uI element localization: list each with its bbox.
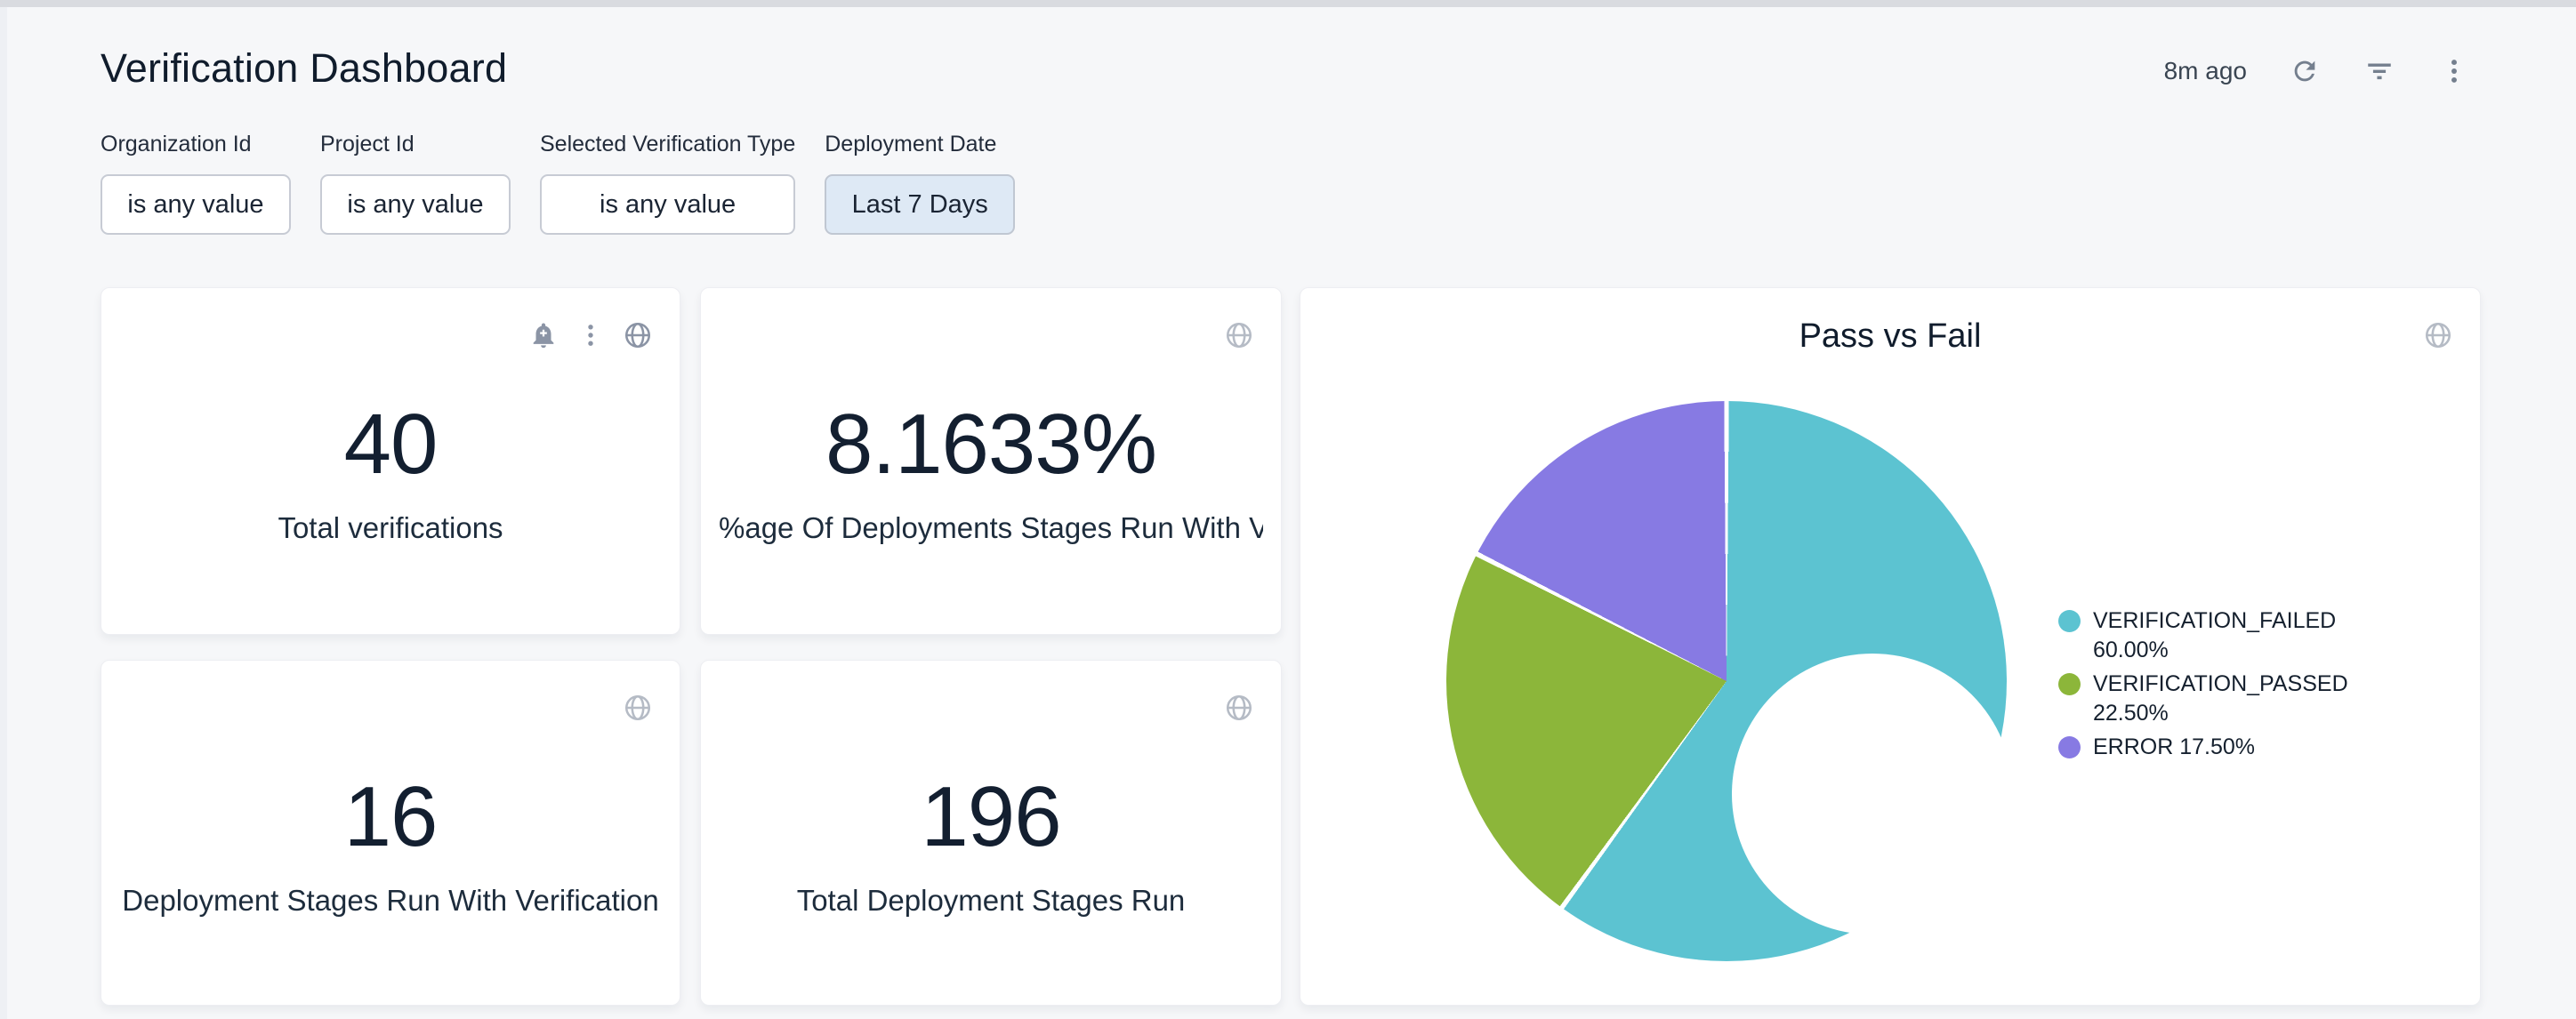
left-edge-strip bbox=[0, 7, 7, 1019]
filter-label: Selected Verification Type bbox=[540, 132, 796, 156]
donut-hole bbox=[1732, 654, 2013, 935]
filter-label: Project Id bbox=[320, 132, 415, 156]
legend-series-value: 22.50% bbox=[2093, 701, 2169, 726]
filter-deployment-date: Deployment Date Last 7 Days bbox=[825, 132, 1016, 235]
filter-value-button[interactable]: is any value bbox=[540, 174, 796, 235]
legend-series-value: 60.00% bbox=[2093, 638, 2169, 662]
filter-project-id: Project Id is any value bbox=[320, 132, 511, 235]
globe-icon[interactable] bbox=[621, 691, 655, 725]
dashboard-actions: 8m ago bbox=[2164, 48, 2471, 94]
filter-value-button[interactable]: Last 7 Days bbox=[825, 174, 1016, 235]
tile-value: 8.1633% bbox=[825, 397, 1157, 492]
globe-icon[interactable] bbox=[1222, 691, 1256, 725]
last-refresh-timestamp: 8m ago bbox=[2163, 57, 2247, 84]
filter-verification-type: Selected Verification Type is any value bbox=[540, 132, 796, 235]
top-edge-strip bbox=[0, 0, 2576, 7]
legend-series-value: 17.50% bbox=[2179, 734, 2256, 759]
legend-series-name: VERIFICATION_FAILED bbox=[2093, 608, 2337, 633]
tile-kebab-menu-icon[interactable] bbox=[574, 318, 608, 352]
tile-percent-stages-with-verification: 8.1633% %age Of Deployments Stages Run W… bbox=[700, 287, 1282, 635]
tile-label: Deployment Stages Run With Verification bbox=[122, 884, 659, 917]
tile-total-stages-run: 196 Total Deployment Stages Run bbox=[700, 660, 1282, 1006]
legend-series-name: VERIFICATION_PASSED bbox=[2093, 671, 2348, 696]
tile-stages-run-with-verification: 16 Deployment Stages Run With Verificati… bbox=[101, 660, 680, 1006]
legend-item-verification-failed[interactable]: VERIFICATION_FAILED 60.00% bbox=[2058, 606, 2369, 665]
globe-icon[interactable] bbox=[621, 318, 655, 352]
filter-bar: Organization Id is any value Project Id … bbox=[101, 132, 1016, 235]
kebab-menu-icon[interactable] bbox=[2437, 54, 2471, 88]
pass-vs-fail-chart-card: Pass vs Fail VERIFICATION_FAILED 60.00% … bbox=[1300, 287, 2481, 1006]
tile-label: Total Deployment Stages Run bbox=[796, 884, 1186, 917]
legend-swatch bbox=[2058, 673, 2081, 695]
tile-label: Total verifications bbox=[278, 511, 503, 544]
globe-icon[interactable] bbox=[1222, 318, 1256, 352]
tile-total-verifications: 40 Total verifications bbox=[101, 287, 680, 635]
filter-value-button[interactable]: is any value bbox=[101, 174, 291, 235]
filter-label: Deployment Date bbox=[825, 132, 997, 156]
tile-value: 16 bbox=[343, 769, 439, 864]
tile-value: 40 bbox=[343, 397, 439, 492]
legend-item-error[interactable]: ERROR 17.50% bbox=[2058, 733, 2369, 762]
donut-chart[interactable] bbox=[1446, 401, 2013, 961]
chart-legend: VERIFICATION_FAILED 60.00% VERIFICATION_… bbox=[2058, 606, 2369, 762]
refresh-icon[interactable] bbox=[2288, 54, 2322, 88]
filter-organization-id: Organization Id is any value bbox=[101, 132, 291, 235]
chart-title: Pass vs Fail bbox=[1799, 317, 1982, 355]
tile-value: 196 bbox=[921, 769, 1061, 864]
legend-item-verification-passed[interactable]: VERIFICATION_PASSED 22.50% bbox=[2058, 670, 2369, 728]
page-title: Verification Dashboard bbox=[101, 45, 508, 91]
filter-label: Organization Id bbox=[101, 132, 252, 156]
tile-label: %age Of Deployments Stages Run With V… bbox=[719, 511, 1263, 544]
alert-bell-add-icon[interactable] bbox=[527, 318, 560, 352]
legend-series-name: ERROR bbox=[2093, 734, 2174, 759]
legend-swatch bbox=[2058, 736, 2081, 758]
globe-icon[interactable] bbox=[2421, 318, 2455, 352]
filter-value-button[interactable]: is any value bbox=[320, 174, 511, 235]
legend-swatch bbox=[2058, 610, 2081, 632]
filter-icon[interactable] bbox=[2363, 54, 2396, 88]
